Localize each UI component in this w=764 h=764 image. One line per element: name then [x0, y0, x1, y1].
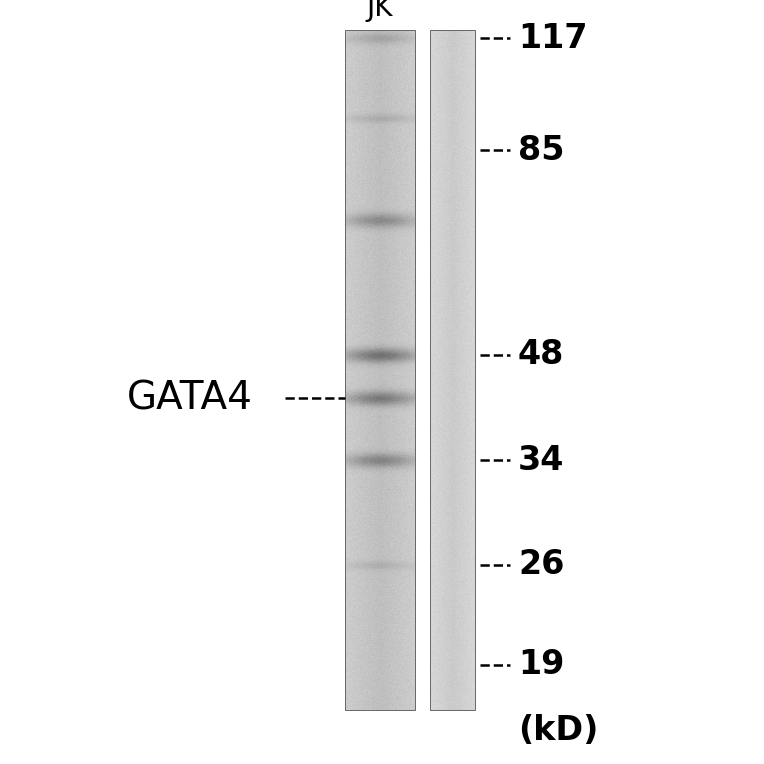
Text: (kD): (kD): [518, 714, 598, 746]
Text: 26: 26: [518, 549, 565, 581]
Text: 85: 85: [518, 134, 565, 167]
Bar: [430, 30, 475, 710]
Bar: [345, 30, 415, 710]
Text: 117: 117: [518, 21, 588, 54]
Text: GATA4: GATA4: [127, 379, 253, 417]
Text: JK: JK: [367, 0, 393, 22]
Text: 34: 34: [518, 443, 565, 477]
Text: 19: 19: [518, 649, 565, 681]
Text: 48: 48: [518, 338, 565, 371]
